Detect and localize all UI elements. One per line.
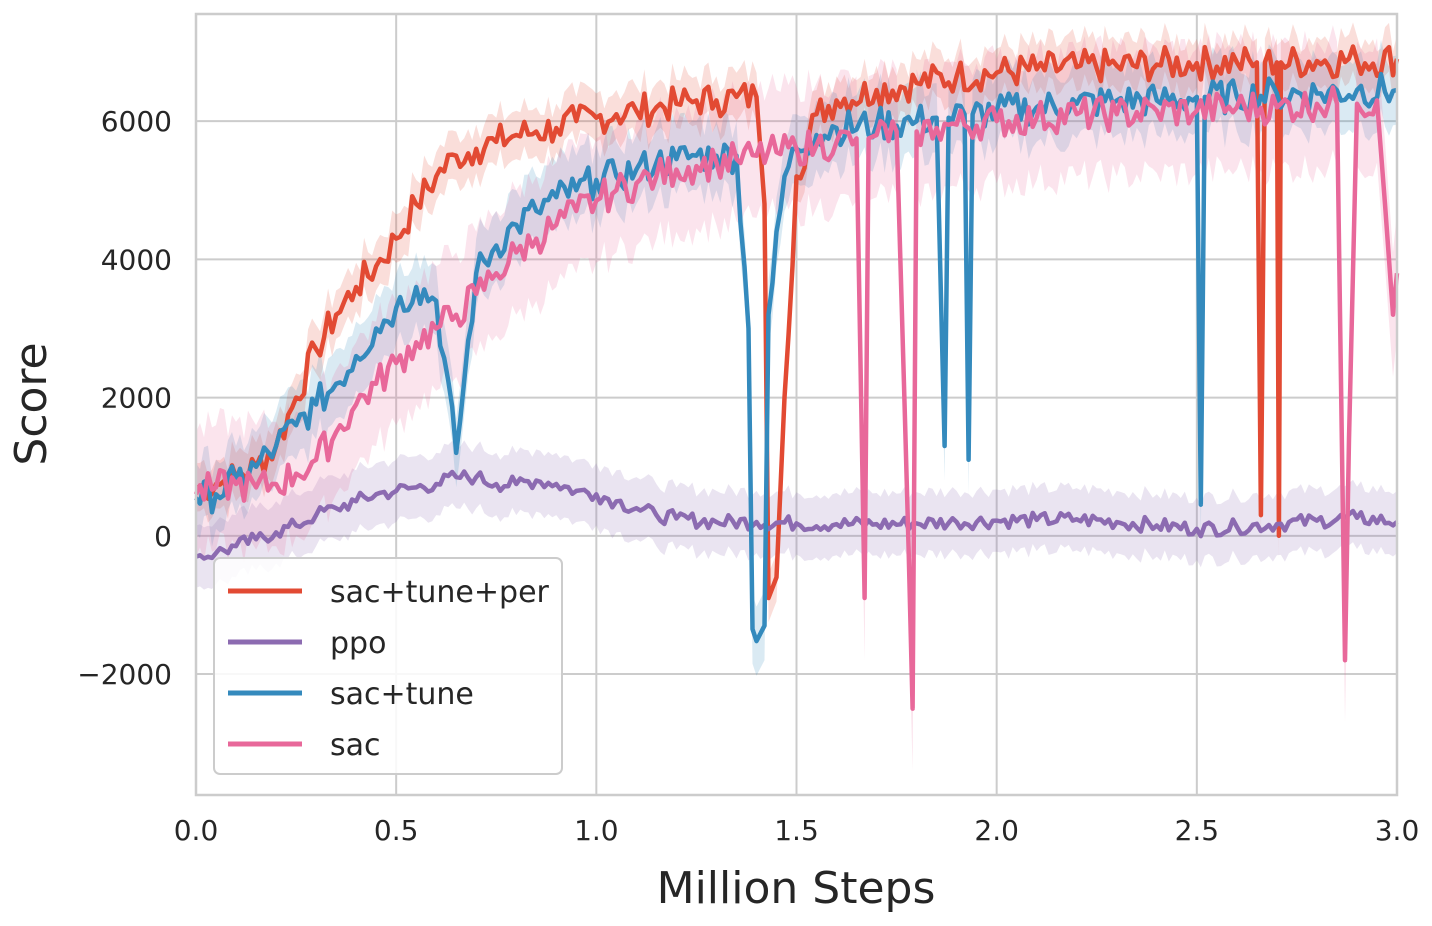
legend-label: sac (330, 728, 381, 763)
series-line-sac (193, 85, 1400, 711)
series-line-ppo (195, 469, 1399, 561)
y-tick-label: 2000 (101, 382, 172, 415)
y-tick-label: −2000 (77, 658, 172, 691)
series-lines (193, 44, 1400, 711)
y-axis-ticks: −2000 0 2000 4000 6000 (77, 105, 172, 691)
y-tick-label: 6000 (101, 105, 172, 138)
x-tick-label: 2.5 (1175, 814, 1220, 847)
x-axis-ticks: 0.0 0.5 1.0 1.5 2.0 2.5 3.0 (174, 814, 1420, 847)
x-tick-label: 3.0 (1375, 814, 1420, 847)
x-tick-label: 0.0 (174, 814, 219, 847)
legend-box (213, 557, 563, 775)
legend-label: sac+tune+per (330, 575, 550, 610)
plot-frame (194, 12, 1399, 797)
y-tick-label: 0 (154, 520, 172, 553)
band-sac (196, 25, 1397, 771)
series-line-sac-tune-per (195, 44, 1400, 601)
legend: sac+tune+per ppo sac+tune sac (213, 557, 563, 775)
legend-label: ppo (330, 626, 386, 661)
band-ppo (196, 440, 1397, 590)
y-tick-label: 4000 (101, 243, 172, 276)
x-axis-title: Million Steps (657, 863, 936, 914)
x-tick-label: 1.5 (774, 814, 819, 847)
x-tick-label: 1.0 (574, 814, 619, 847)
y-axis-title: Score (6, 342, 57, 465)
x-tick-label: 0.5 (374, 814, 419, 847)
x-tick-label: 2.0 (974, 814, 1019, 847)
legend-label: sac+tune (330, 677, 474, 712)
